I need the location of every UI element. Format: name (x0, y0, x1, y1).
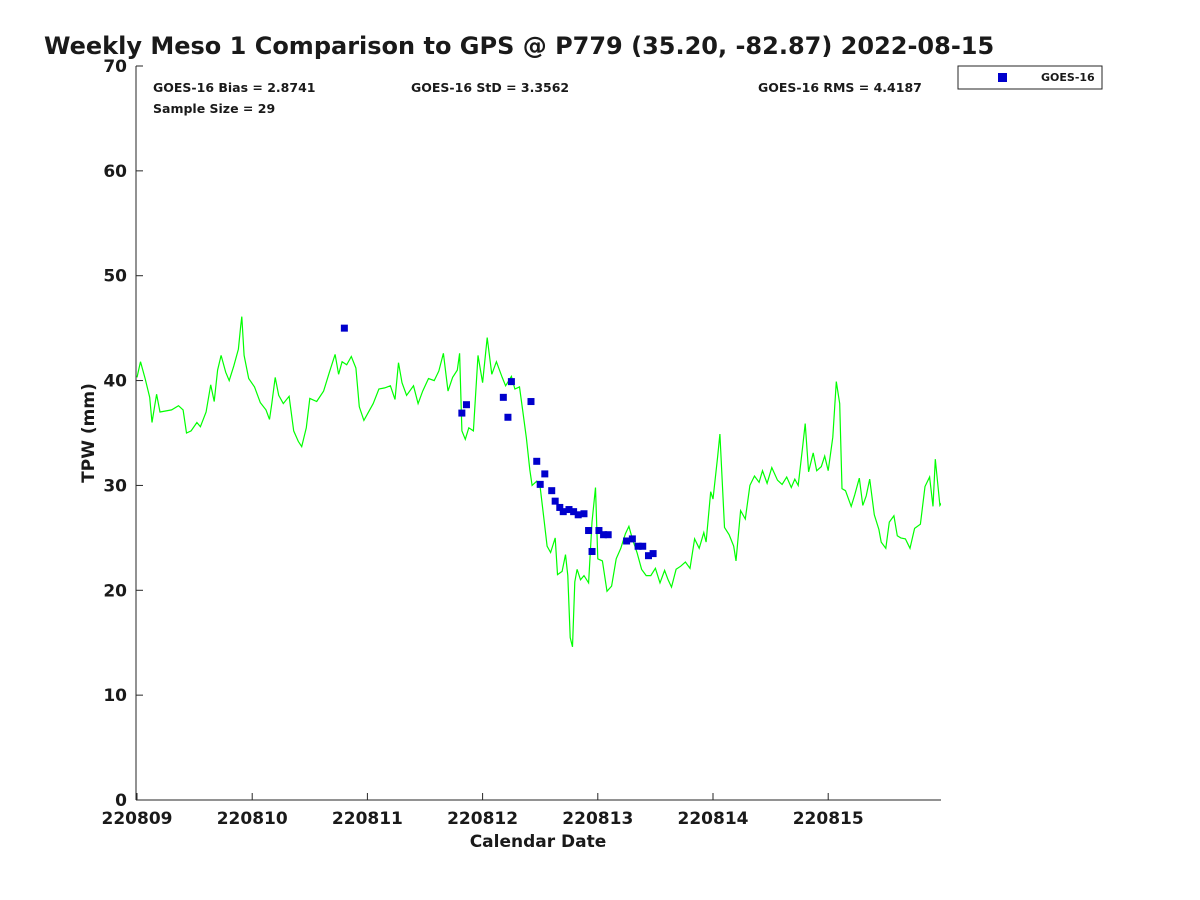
plot-area (136, 66, 941, 800)
x-tick-label: 220809 (102, 809, 173, 829)
rms-stat: GOES-16 RMS = 4.4187 (758, 80, 922, 95)
goes-16-point (574, 511, 582, 519)
goes-16-point (499, 393, 507, 401)
goes-16-point (551, 497, 559, 505)
goes-16-point (644, 552, 652, 560)
goes-16-point (536, 480, 544, 488)
goes-16-point (628, 535, 636, 543)
goes-16-point (588, 547, 596, 555)
y-tick-label: 40 (103, 372, 127, 392)
gps-series-layer (136, 316, 941, 648)
legend-label-goes-16: GOES-16 (1041, 71, 1095, 84)
y-tick-label: 50 (103, 267, 127, 287)
y-tick-label: 20 (103, 581, 127, 601)
chart-title: Weekly Meso 1 Comparison to GPS @ P779 (… (44, 32, 994, 60)
y-tick-label: 0 (115, 791, 127, 811)
x-tick-label: 220813 (562, 809, 633, 829)
x-tick-label: 220810 (217, 809, 288, 829)
x-axis-label: Calendar Date (470, 832, 607, 852)
x-tick-label: 220811 (332, 809, 403, 829)
goes-16-point (527, 398, 535, 406)
x-tick-label: 220812 (447, 809, 518, 829)
legend-marker-goes-16 (998, 73, 1007, 82)
gps-series-line (136, 316, 941, 648)
goes-16-point (556, 503, 564, 511)
goes-16-point (623, 537, 631, 545)
goes-16-point (340, 324, 348, 332)
goes-16-point (559, 508, 567, 516)
goes-16-point (580, 510, 588, 518)
std-stat: GOES-16 StD = 3.3562 (411, 80, 569, 95)
y-axis-label: TPW (mm) (79, 383, 99, 483)
y-tick-label: 70 (103, 57, 127, 77)
goes-16-point (649, 550, 657, 558)
y-tick-label: 60 (103, 162, 127, 182)
y-axis-ticks: 0 10 20 30 40 50 60 70 (103, 57, 143, 811)
y-tick-label: 30 (103, 476, 127, 496)
bias-stat: GOES-16 Bias = 2.8741 (153, 80, 315, 95)
x-tick-label: 220815 (793, 809, 864, 829)
goes-16-point (462, 401, 470, 409)
goes-16-point (595, 527, 603, 535)
y-tick-label: 10 (103, 686, 127, 706)
goes-16-point (600, 531, 608, 539)
goes-series-layer (340, 324, 657, 560)
goes-16-point (458, 409, 466, 417)
x-axis-ticks: 220809 220810 220811 220812 220813 220814 2208… (102, 793, 864, 829)
goes-16-point (541, 470, 549, 478)
goes-16-point (570, 508, 578, 516)
goes-16-point (585, 527, 593, 535)
goes-16-point (565, 506, 573, 514)
legend-box (957, 65, 1103, 90)
sample-size-stat: Sample Size = 29 (153, 101, 275, 116)
goes-16-point (507, 378, 515, 386)
goes-16-point (604, 531, 612, 539)
goes-16-point (639, 542, 647, 550)
goes-16-point (548, 487, 556, 495)
goes-16-point (533, 457, 541, 465)
goes-16-point (634, 542, 642, 550)
x-tick-label: 220814 (678, 809, 749, 829)
goes-16-point (504, 413, 512, 421)
legend: GOES-16 (957, 65, 1103, 90)
